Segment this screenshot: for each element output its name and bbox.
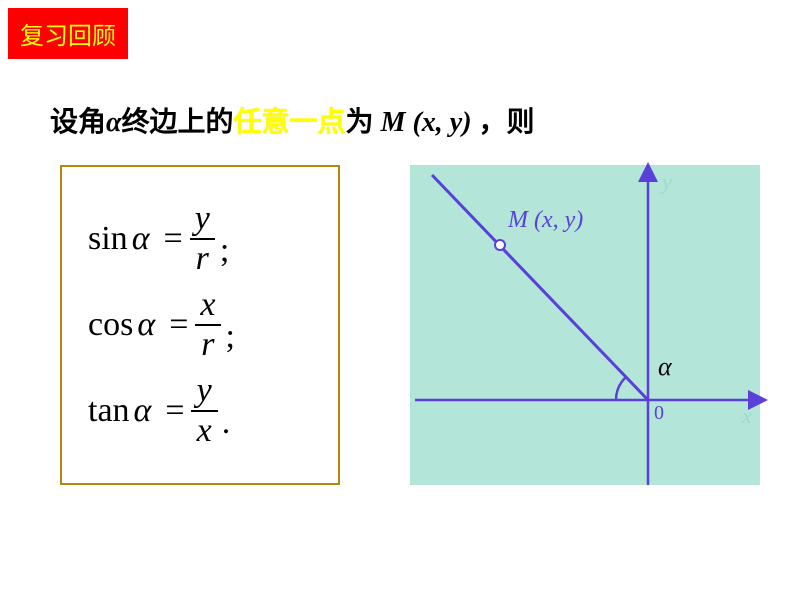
punct: .	[222, 404, 231, 448]
denominator: x	[191, 410, 218, 448]
punct: ;	[220, 232, 229, 276]
formula-cos: cos α = x r ;	[88, 288, 235, 362]
formula-box: sin α = y r ; cos α = x r ; tan α = y x …	[60, 165, 340, 485]
graph-area: M (x, y) y x 0 α	[410, 165, 760, 485]
equals: =	[165, 392, 184, 430]
denominator: r	[195, 324, 220, 362]
numerator: y	[191, 374, 218, 410]
fn-label: sin	[88, 220, 128, 258]
formula-tan: tan α = y x .	[88, 374, 230, 448]
intro-point: M (x, y)	[381, 107, 472, 138]
fn-var: α	[134, 392, 152, 430]
coordinate-graph: M (x, y) y x 0 α	[410, 165, 760, 485]
fraction: y r	[189, 202, 216, 276]
intro-mid1: 终边上的	[122, 107, 234, 138]
numerator: y	[189, 202, 216, 238]
intro-prefix: 设角	[50, 107, 106, 138]
intro-sentence: 设角α终边上的任意一点为 M (x, y) ，则	[50, 100, 535, 140]
y-axis-label: y	[660, 169, 672, 194]
point-m	[495, 240, 505, 250]
x-axis-label: x	[741, 403, 752, 428]
fn-var: α	[132, 220, 150, 258]
punct: ;	[225, 318, 234, 362]
intro-suffix: ，则	[472, 107, 535, 138]
origin-label: 0	[654, 402, 664, 424]
fn-label: cos	[88, 306, 133, 344]
intro-highlight: 任意一点	[234, 107, 346, 138]
equals: =	[164, 220, 183, 258]
alpha-label: α	[658, 352, 673, 381]
point-m-label: M (x, y)	[507, 207, 583, 233]
fn-var: α	[137, 306, 155, 344]
review-badge: 复习回顾	[8, 8, 128, 59]
fn-label: tan	[88, 392, 130, 430]
equals: =	[169, 306, 188, 344]
fraction: x r	[194, 288, 221, 362]
numerator: x	[194, 288, 221, 324]
fraction: y x	[191, 374, 218, 448]
formula-sin: sin α = y r ;	[88, 202, 229, 276]
intro-alpha: α	[106, 107, 122, 138]
angle-arc	[616, 377, 626, 400]
intro-mid2: 为	[346, 107, 381, 138]
denominator: r	[190, 238, 215, 276]
